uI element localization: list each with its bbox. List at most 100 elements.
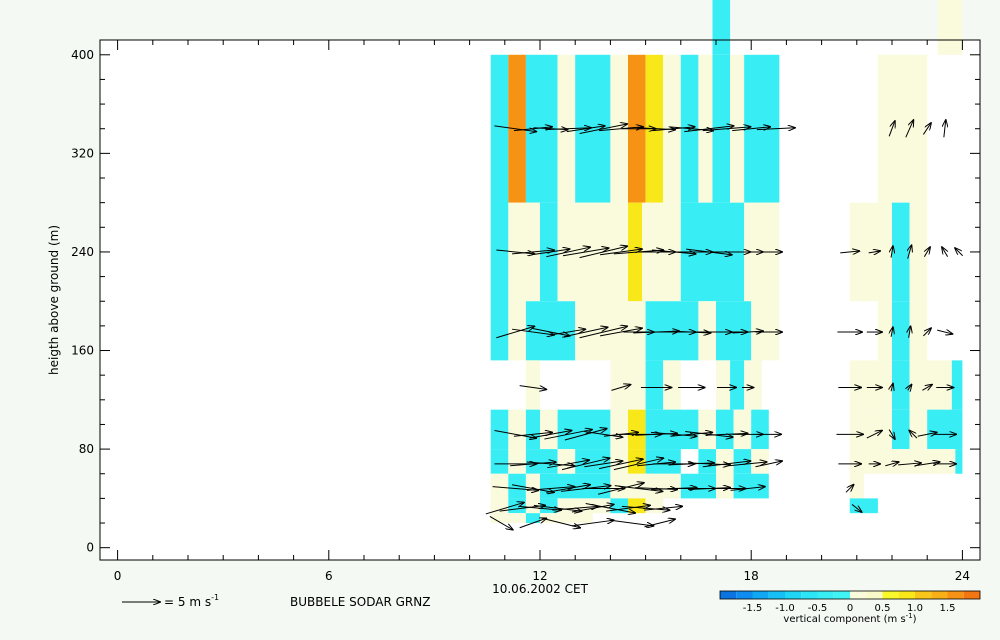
wind-vector [889,429,895,440]
heatmap-cell [733,449,752,474]
colorbar-tick-label: 0 [847,603,853,614]
heatmap-cell [849,449,878,474]
wind-vector [891,246,893,258]
heatmap-cell [540,513,593,524]
wind-vector [519,505,561,510]
wind-vector [613,458,663,471]
colorbar-frame [719,590,981,600]
wind-vector [609,519,654,526]
wind-vector [489,515,513,529]
wind-vector [668,463,715,465]
wind-vector [529,431,572,439]
heatmap-cell [680,473,716,499]
wind-vector [652,127,695,132]
heatmap-cell [877,202,892,302]
heatmap-cell [937,0,963,55]
heatmap-cell [877,449,914,474]
heatmap-cell [508,498,526,514]
wind-vector [909,326,911,338]
heatmap-cell [645,473,681,499]
wind-vector [891,384,893,392]
y-tick-label: 400 [71,48,94,62]
heatmap-cell [892,360,910,410]
wind-vector [650,431,697,436]
heatmap-cell [525,360,540,410]
heatmap-cell [525,409,540,450]
colorbar-swatch [947,591,964,599]
colorbar-swatch [752,591,769,599]
heatmap-cell [913,449,956,474]
wind-vector [526,461,575,466]
heatmap-cell [751,449,769,474]
wind-vector [547,460,589,469]
colorbar-swatch [801,591,818,599]
wind-vector [599,459,643,470]
wind-vector [898,463,921,465]
colorbar: -1.5 -1.0 -0.5 0 0.5 1.0 1.5 [719,590,981,614]
heatmap-cell [557,449,576,474]
wind-vector [566,126,605,133]
wind-vector [533,504,582,511]
wind-vector [546,247,590,258]
heatmap-cell [490,473,509,499]
heatmap-cell [892,202,910,302]
station-label: BUBBELE SODAR GRNZ [290,595,430,609]
wind-vector [552,506,598,511]
wind-vector [564,429,607,441]
wind-vector [908,245,912,259]
y-axis: 0 80 160 240 320 400 [71,48,980,555]
heatmap-cell [525,513,540,524]
heatmap-cell [744,360,762,410]
wind-vector [705,433,748,435]
heatmap-cell [751,301,780,361]
wind-vector [621,505,670,510]
wind-vector [545,128,591,130]
wind-vector [579,246,628,259]
heatmap-cell [508,449,526,474]
wind-vector [684,126,733,133]
reference-vector-label: = 5 m s-1 [164,593,219,609]
wind-vector [512,250,554,255]
wind-vector [891,327,893,337]
wind-vector [866,431,882,439]
wind-vector [670,432,712,437]
heatmap-cell [716,301,752,361]
colorbar-tick-label: -1.0 [775,603,795,614]
wind-vector [917,432,937,436]
colorbar-swatch [850,591,867,599]
heatmap-cell [877,54,928,203]
y-tick-label: 80 [79,442,94,456]
x-tick-label: 0 [114,569,122,583]
y-tick-label: 160 [71,344,94,358]
wind-vector [922,385,932,391]
y-tick-label: 320 [71,146,94,160]
wind-vector [644,519,674,528]
heatmap-cell [525,301,576,361]
colorbar-swatch [833,591,850,599]
heatmap-cell [490,54,509,361]
heatmap-cell [508,409,526,450]
heatmap-cell [716,449,734,474]
wind-vector [579,326,628,339]
wind-vector [885,462,898,466]
heatmap-cell [628,498,646,514]
wind-vector [496,326,534,339]
wind-vector [845,485,854,493]
x-axis: 0 6 12 18 24 [114,40,970,583]
heatmap-cell [698,449,716,474]
wind-vector [510,462,556,467]
wind-vector [944,120,946,138]
colorbar-swatch [898,591,915,599]
wind-vector [485,503,524,515]
x-axis-label: 10.06.2002 CET [492,582,588,596]
heatmap-cell [877,301,892,361]
y-tick-label: 240 [71,245,94,259]
heatmap-cell [733,409,752,450]
wind-vector [494,125,536,132]
heatmap-cell [645,409,699,450]
wind-vector [562,248,609,257]
heatmap-cell [490,449,509,474]
heatmap-cell [849,360,892,410]
wind-vector [909,431,918,439]
